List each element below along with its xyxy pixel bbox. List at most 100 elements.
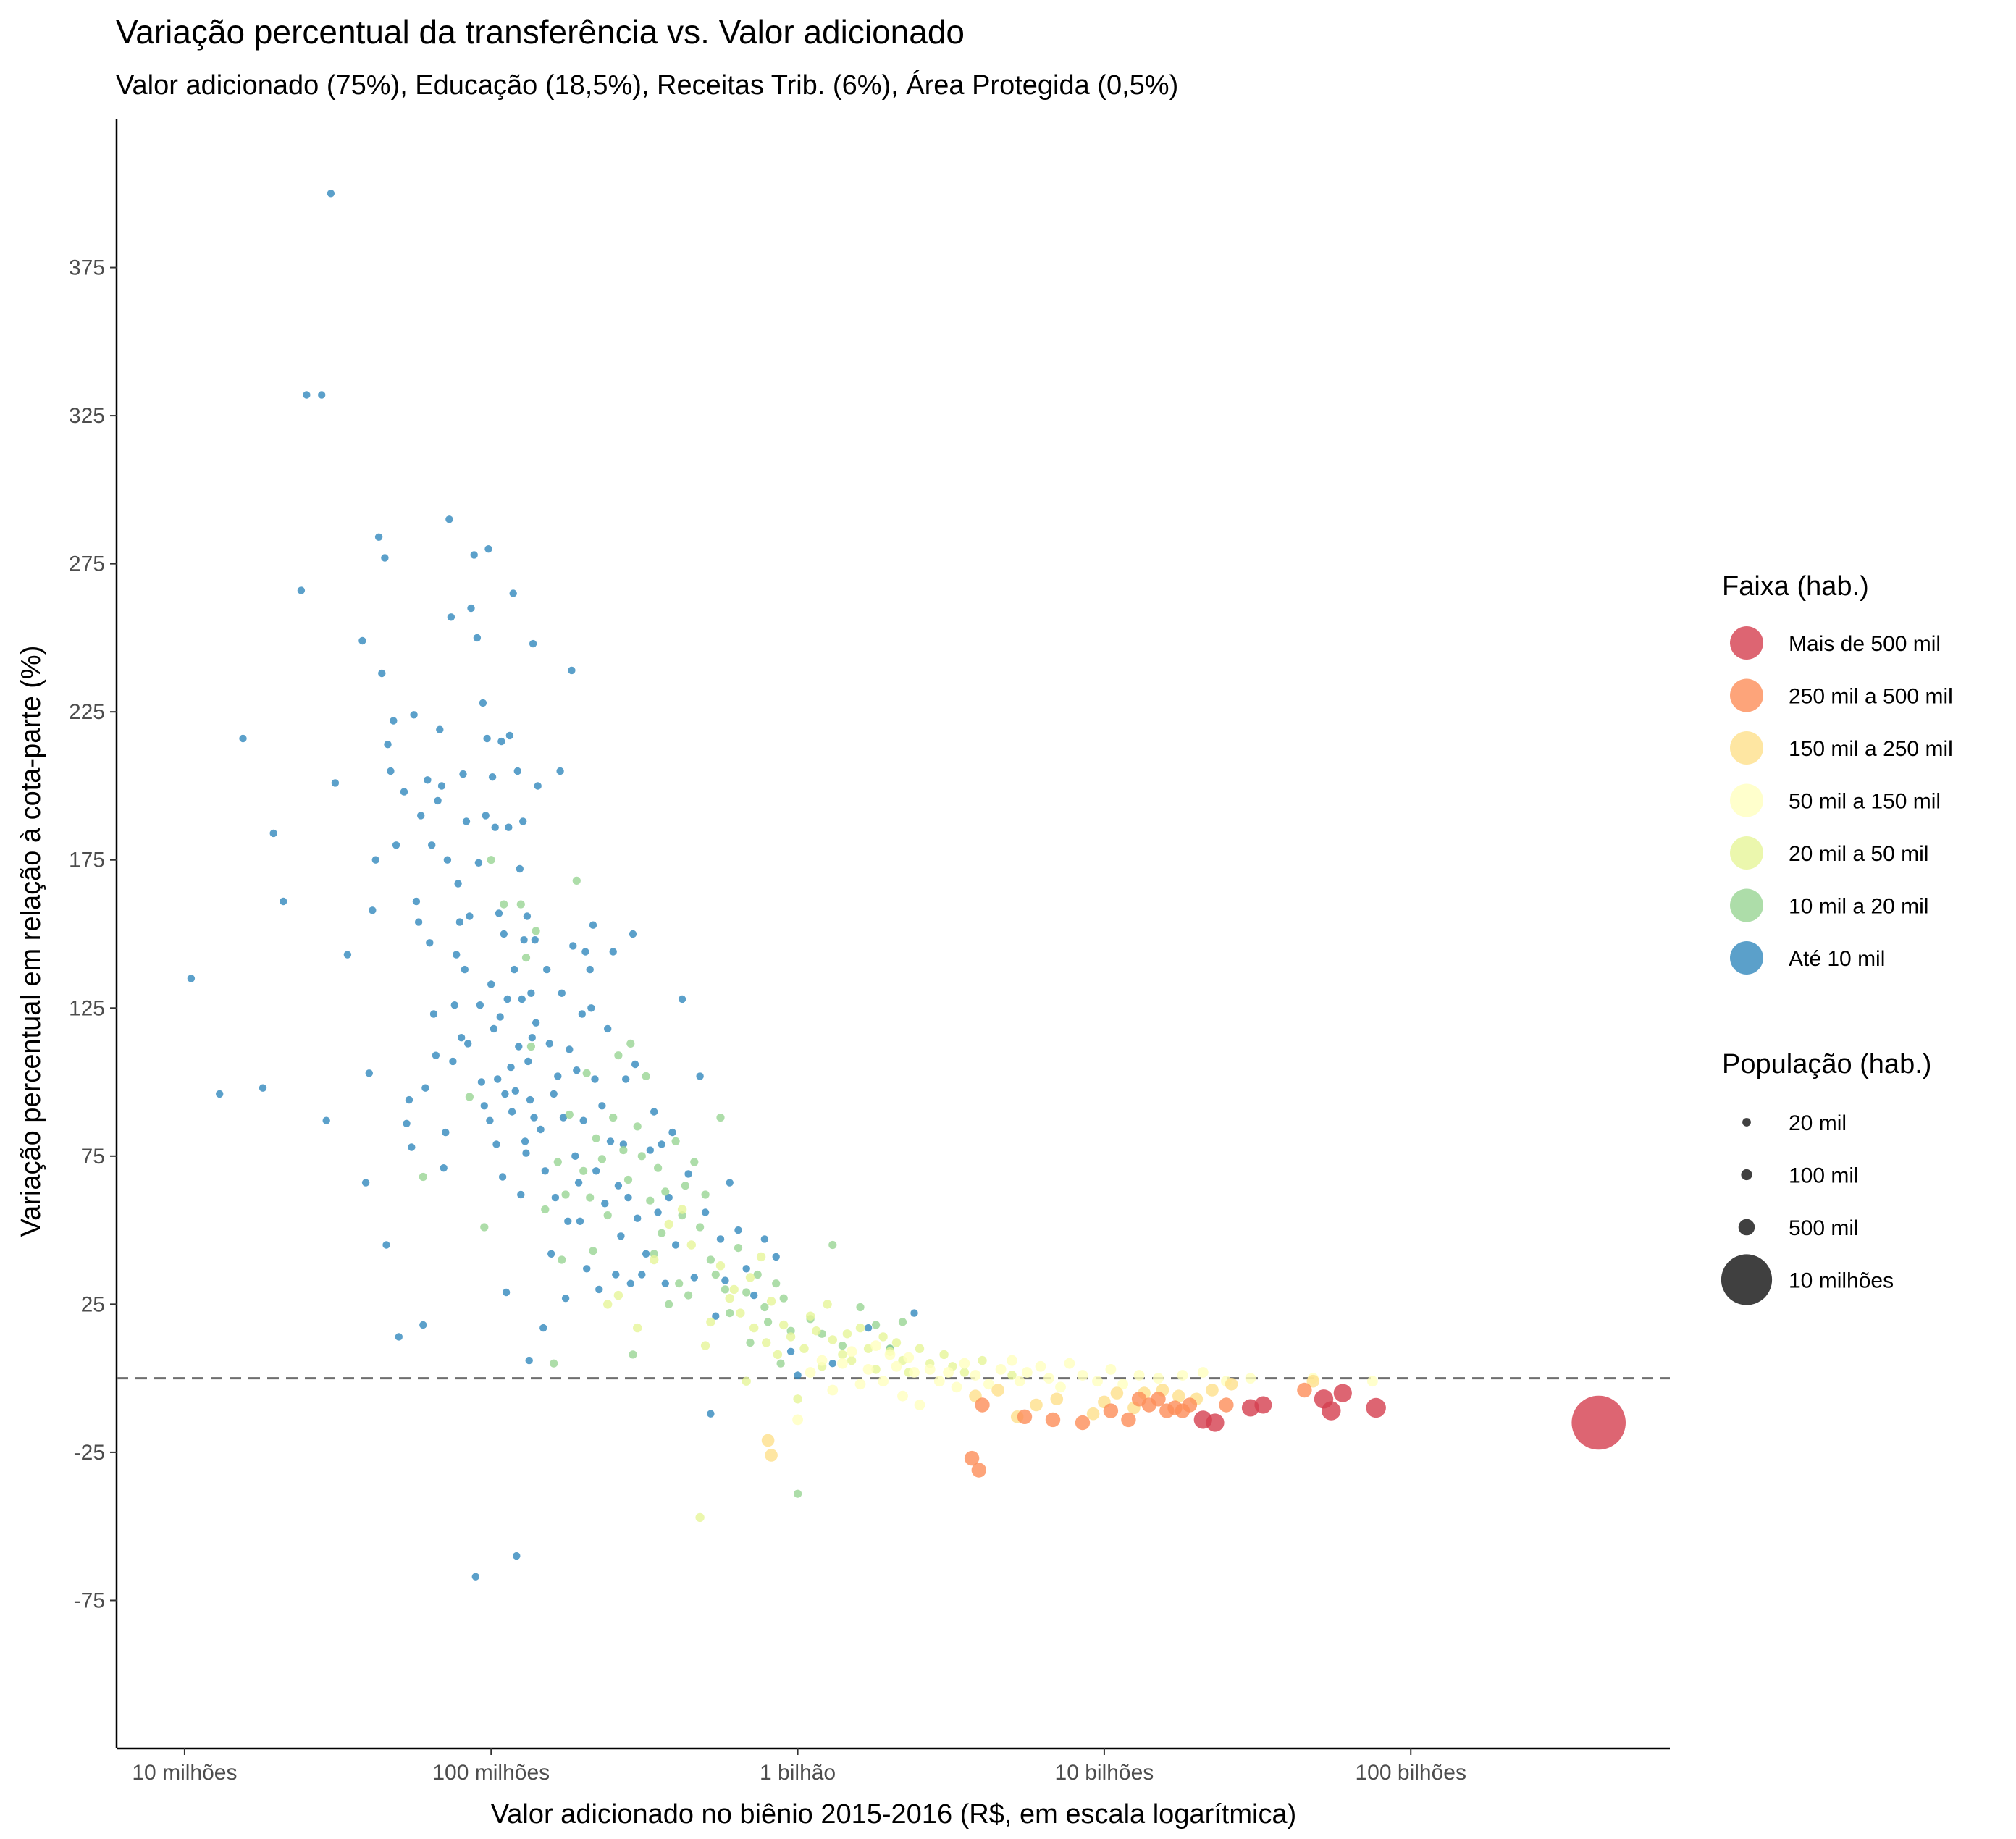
data-point bbox=[511, 965, 518, 974]
data-point bbox=[772, 1279, 781, 1288]
data-point bbox=[500, 930, 508, 938]
data-point bbox=[429, 1010, 438, 1018]
data-point bbox=[753, 1270, 762, 1279]
data-point bbox=[862, 1364, 874, 1375]
data-point bbox=[933, 1376, 945, 1387]
data-point bbox=[827, 1384, 839, 1396]
data-point bbox=[746, 1338, 755, 1347]
data-point bbox=[521, 1137, 529, 1145]
data-point bbox=[914, 1400, 925, 1410]
data-point bbox=[322, 1116, 330, 1124]
data-point bbox=[543, 965, 551, 974]
data-point bbox=[447, 613, 455, 621]
data-point bbox=[684, 1170, 692, 1178]
data-point bbox=[436, 725, 444, 733]
data-point bbox=[1014, 1376, 1025, 1387]
data-point bbox=[970, 1370, 981, 1381]
data-point bbox=[756, 1252, 766, 1262]
data-point bbox=[437, 782, 446, 790]
legend-key-color bbox=[1730, 941, 1763, 975]
data-point bbox=[1043, 1373, 1054, 1384]
data-point bbox=[903, 1352, 915, 1363]
legend-key-color bbox=[1730, 626, 1763, 660]
data-point bbox=[558, 1255, 566, 1264]
data-point bbox=[571, 1152, 579, 1161]
data-point bbox=[910, 1309, 918, 1317]
data-point bbox=[1366, 1397, 1386, 1418]
legend-label-color: 150 mil a 250 mil bbox=[1789, 737, 1953, 761]
data-point bbox=[1245, 1373, 1256, 1384]
data-point bbox=[619, 1140, 628, 1148]
data-point bbox=[465, 1093, 474, 1101]
data-point bbox=[476, 1001, 484, 1009]
data-point bbox=[492, 1140, 500, 1148]
data-point bbox=[598, 1102, 606, 1110]
data-point bbox=[462, 817, 471, 825]
data-point bbox=[664, 1219, 673, 1229]
data-point bbox=[541, 1205, 550, 1214]
data-point bbox=[609, 948, 617, 956]
data-point bbox=[488, 773, 497, 781]
data-point bbox=[622, 1075, 630, 1083]
data-point bbox=[878, 1376, 889, 1387]
data-point bbox=[716, 1114, 725, 1122]
data-point bbox=[524, 1057, 532, 1066]
data-point bbox=[565, 1110, 574, 1119]
data-point bbox=[734, 1244, 743, 1253]
data-point bbox=[505, 823, 513, 831]
data-point bbox=[1322, 1401, 1341, 1421]
data-point bbox=[854, 1379, 866, 1390]
data-point bbox=[526, 1095, 534, 1104]
data-point bbox=[654, 1208, 662, 1216]
y-tick-label: 175 bbox=[69, 849, 105, 872]
data-point bbox=[711, 1270, 720, 1279]
data-point bbox=[838, 1350, 847, 1360]
data-point bbox=[612, 1271, 620, 1279]
data-point bbox=[239, 734, 247, 743]
data-point bbox=[701, 1208, 710, 1216]
data-point bbox=[772, 1253, 780, 1261]
data-point bbox=[428, 841, 436, 849]
data-point bbox=[450, 1001, 458, 1009]
data-point bbox=[473, 634, 482, 642]
legend-label-size: 20 mil bbox=[1789, 1111, 1847, 1135]
data-point bbox=[490, 1024, 498, 1033]
data-point bbox=[573, 1066, 581, 1074]
data-point bbox=[658, 1229, 666, 1237]
data-point bbox=[382, 1241, 390, 1249]
data-point bbox=[216, 1090, 224, 1098]
data-point bbox=[454, 880, 462, 888]
data-point bbox=[631, 1060, 639, 1069]
y-tick-label: 125 bbox=[69, 996, 105, 1020]
data-point bbox=[706, 1317, 715, 1327]
data-point bbox=[507, 1063, 515, 1072]
data-point bbox=[442, 1128, 450, 1137]
data-point bbox=[569, 942, 577, 950]
data-point bbox=[513, 767, 521, 775]
data-point bbox=[855, 1323, 865, 1333]
data-point bbox=[464, 1040, 472, 1048]
data-point bbox=[1571, 1395, 1626, 1450]
data-point bbox=[794, 1489, 802, 1498]
data-point bbox=[951, 1381, 962, 1393]
data-point bbox=[634, 1214, 642, 1222]
data-point bbox=[390, 717, 398, 725]
data-point bbox=[500, 900, 508, 909]
data-point bbox=[1172, 1389, 1185, 1402]
data-point bbox=[721, 1276, 729, 1284]
data-point bbox=[419, 1172, 427, 1182]
data-point bbox=[898, 1318, 907, 1326]
data-point bbox=[574, 1179, 583, 1187]
data-point bbox=[495, 909, 503, 917]
data-point bbox=[1182, 1397, 1198, 1413]
data-point bbox=[579, 1116, 587, 1124]
data-point bbox=[762, 1338, 771, 1347]
data-point bbox=[891, 1360, 902, 1372]
data-point bbox=[537, 1125, 545, 1134]
data-point bbox=[511, 1087, 519, 1095]
data-point bbox=[675, 1279, 684, 1288]
data-point bbox=[550, 1359, 558, 1368]
data-point bbox=[1197, 1367, 1209, 1378]
data-point bbox=[654, 1163, 663, 1172]
data-point bbox=[721, 1285, 730, 1294]
